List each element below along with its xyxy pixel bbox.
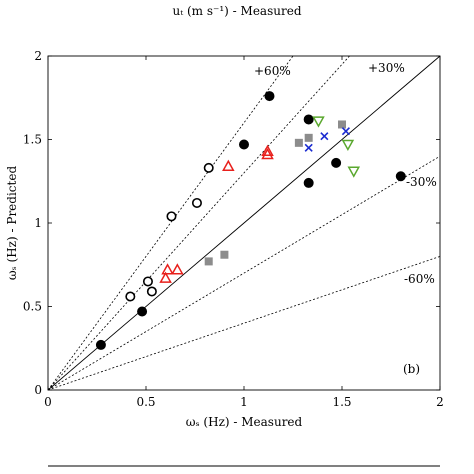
- y-tick-label: 1: [34, 216, 42, 230]
- reference-lines: [47, 55, 441, 391]
- data-point: [203, 162, 214, 173]
- data-point: [204, 257, 213, 266]
- data-point: [347, 166, 361, 178]
- top-axis-label: uₜ (m s⁻¹) - Measured: [172, 4, 302, 18]
- reference-line-5: [47, 256, 441, 391]
- data-point: [304, 143, 313, 152]
- data-point: [303, 114, 314, 125]
- data-point: [222, 159, 235, 171]
- reference-line-label: -60%: [404, 272, 435, 286]
- data-point: [341, 139, 355, 152]
- chart-text: 0 0.5 1 1.5 2 0 0.5 1 1.5 2 ωₛ (Hz) - Measured ωₛ (…: [5, 49, 444, 429]
- y-axis-label: ωₛ (Hz) - Predicted: [5, 166, 19, 281]
- data-point: [161, 263, 174, 275]
- data-point: [294, 138, 303, 147]
- y-tick-label: 2: [34, 49, 42, 63]
- cross-stroke: [320, 132, 329, 141]
- data-point: [95, 339, 106, 350]
- data-point: [125, 291, 136, 302]
- y-tick-label: 1.5: [23, 133, 42, 147]
- x-tick-label: 1: [240, 395, 248, 409]
- data-point: [303, 177, 314, 188]
- reference-line-3: [47, 55, 441, 391]
- data-point: [304, 133, 313, 142]
- reference-line-2: [47, 55, 350, 391]
- data-point: [137, 306, 148, 317]
- reference-line-1: [47, 55, 294, 391]
- x-tick-label: 0.5: [136, 395, 155, 409]
- data-point: [142, 276, 153, 287]
- data-point: [338, 120, 346, 129]
- data-point: [395, 171, 406, 182]
- data-point: [239, 139, 249, 150]
- data-point: [146, 286, 157, 297]
- data-point: [312, 116, 325, 128]
- data-point: [320, 132, 329, 141]
- x-tick-label: 2: [436, 395, 444, 409]
- x-axis-label: ωₛ (Hz) - Measured: [186, 415, 303, 429]
- data-point: [171, 263, 184, 275]
- data-point: [166, 211, 177, 222]
- data-point: [220, 250, 229, 259]
- y-tick-label: 0.5: [23, 300, 42, 314]
- data-point: [264, 91, 275, 102]
- x-tick-label: 0: [44, 395, 52, 409]
- data-point: [331, 157, 342, 168]
- data-point: [341, 127, 350, 136]
- data-points: [95, 91, 406, 350]
- data-point: [261, 147, 274, 160]
- reference-line-4: [47, 155, 441, 391]
- data-point: [159, 271, 172, 283]
- reference-line-label: +60%: [254, 64, 291, 78]
- y-tick-label: 0: [34, 383, 42, 397]
- reference-line-label: -30%: [406, 175, 437, 189]
- data-point: [191, 197, 202, 208]
- panel-label: (b): [403, 362, 420, 376]
- data-point: [261, 144, 274, 156]
- axis-ticks: [47, 55, 441, 391]
- x-tick-label: 1.5: [332, 395, 351, 409]
- reference-line-label: +30%: [368, 61, 405, 75]
- cross-stroke: [304, 143, 313, 152]
- cross-stroke: [341, 127, 350, 136]
